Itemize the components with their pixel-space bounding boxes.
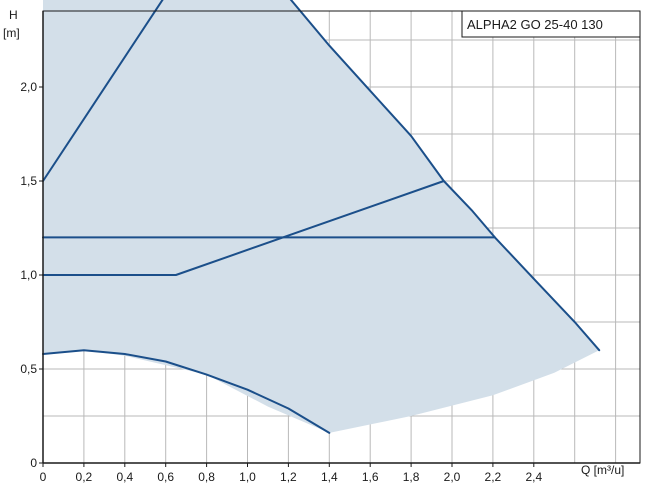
y-tick-label: 2,0: [20, 80, 37, 94]
x-tick-label: 1,4: [321, 470, 338, 484]
x-tick-label: 1,6: [362, 470, 379, 484]
model-label: ALPHA2 GO 25-40 130: [467, 17, 603, 32]
model-label-box: [461, 10, 641, 38]
x-tick-label: 1,8: [403, 470, 420, 484]
pump-curve-line: [289, 0, 601, 352]
x-tick-label: 0,6: [157, 470, 174, 484]
x-tick-label: 0,4: [116, 470, 133, 484]
operating-envelope-area: [43, 0, 600, 433]
tick-labels: 0 0,2 0,4 0,6 0,8 1,0 1,2 1,4 1,6 1,8 2,0 2,2 2,4 0 0,…: [20, 80, 542, 484]
pump-curve-line: [42, 180, 445, 276]
y-tick-label: 1,5: [20, 174, 37, 188]
x-tick-label: 1,0: [239, 470, 256, 484]
x-axis-label: Q [m³/u]: [581, 463, 624, 477]
x-tick-label: 2,2: [485, 470, 502, 484]
x-tick-label: 2,0: [444, 470, 461, 484]
curves-layer: [42, 0, 601, 434]
pump-curve-line: [42, 349, 331, 434]
pump-curve-line: [42, 0, 164, 182]
x-tick-label: 1,2: [280, 470, 297, 484]
envelope-area-layer: [43, 0, 600, 433]
y-axis-unit: [m]: [3, 26, 20, 40]
y-axis-symbol: H: [9, 8, 18, 22]
x-tick-label: 2,4: [525, 470, 542, 484]
x-tick-label: 0: [40, 470, 47, 484]
y-tick-label: 0,5: [20, 362, 37, 376]
axes: [39, 10, 641, 467]
y-tick-label: 0: [30, 456, 37, 470]
x-tick-label: 0,8: [198, 470, 215, 484]
y-tick-label: 1,0: [20, 268, 37, 282]
x-tick-label: 0,2: [76, 470, 93, 484]
